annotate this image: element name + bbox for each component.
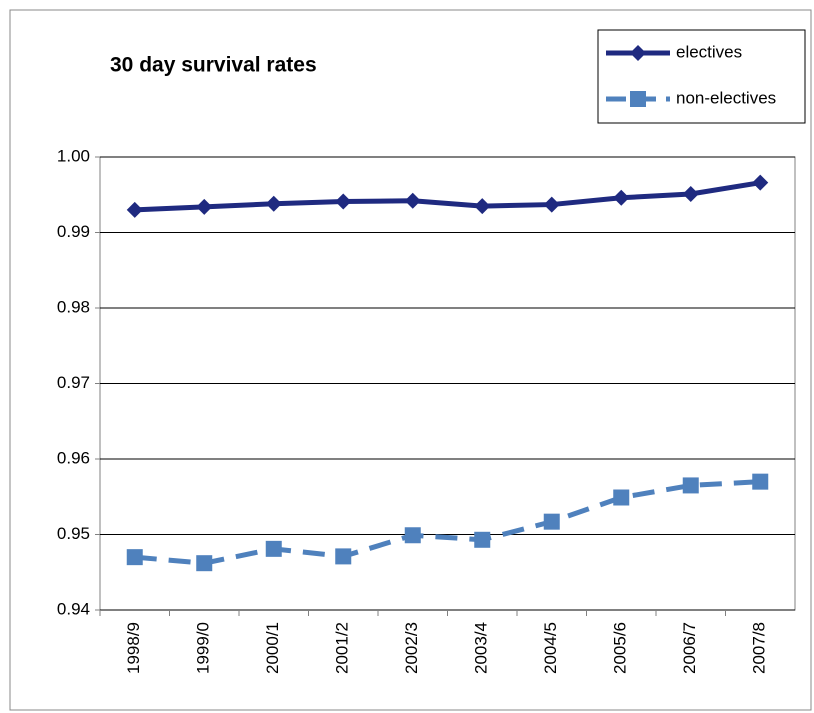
data-point <box>543 196 560 213</box>
legend-marker <box>630 45 646 61</box>
y-tick-label: 0.96 <box>57 448 90 467</box>
data-point <box>126 201 143 218</box>
y-tick-label: 0.98 <box>57 297 90 316</box>
x-tick-label: 2006/7 <box>680 622 699 674</box>
data-point <box>265 540 282 557</box>
data-point <box>543 513 560 530</box>
x-tick-label: 2005/6 <box>611 622 630 674</box>
data-point <box>752 174 769 191</box>
x-tick-label: 1998/9 <box>124 622 143 674</box>
data-point <box>613 489 630 506</box>
data-point <box>404 192 421 209</box>
y-tick-label: 0.95 <box>57 524 90 543</box>
data-point <box>682 477 699 494</box>
data-point <box>335 548 352 565</box>
y-tick-label: 0.99 <box>57 222 90 241</box>
data-point <box>474 198 491 215</box>
x-tick-label: 2004/5 <box>541 622 560 674</box>
x-tick-label: 2000/1 <box>263 622 282 674</box>
chart-title: 30 day survival rates <box>110 54 317 77</box>
data-point <box>196 555 213 572</box>
data-point <box>752 473 769 490</box>
x-tick-label: 2007/8 <box>750 622 769 674</box>
x-tick-label: 2001/2 <box>333 622 352 674</box>
y-tick-label: 0.94 <box>57 599 90 618</box>
y-tick-label: 1.00 <box>57 146 90 165</box>
data-point <box>265 195 282 212</box>
legend-label: non-electives <box>676 88 776 107</box>
data-point <box>335 193 352 210</box>
legend-marker <box>630 91 646 107</box>
x-tick-label: 2003/4 <box>472 622 491 674</box>
data-point <box>613 189 630 206</box>
x-tick-label: 2002/3 <box>402 622 421 674</box>
legend-label: electives <box>676 42 742 61</box>
series-line <box>134 479 761 566</box>
data-point <box>126 549 143 566</box>
data-point <box>682 185 699 202</box>
series-line <box>134 180 761 213</box>
x-tick-label: 1999/0 <box>194 622 213 674</box>
legend-box <box>597 29 806 124</box>
data-point <box>474 531 491 548</box>
y-tick-label: 0.97 <box>57 373 90 392</box>
data-point <box>404 527 421 544</box>
data-point <box>196 198 213 215</box>
